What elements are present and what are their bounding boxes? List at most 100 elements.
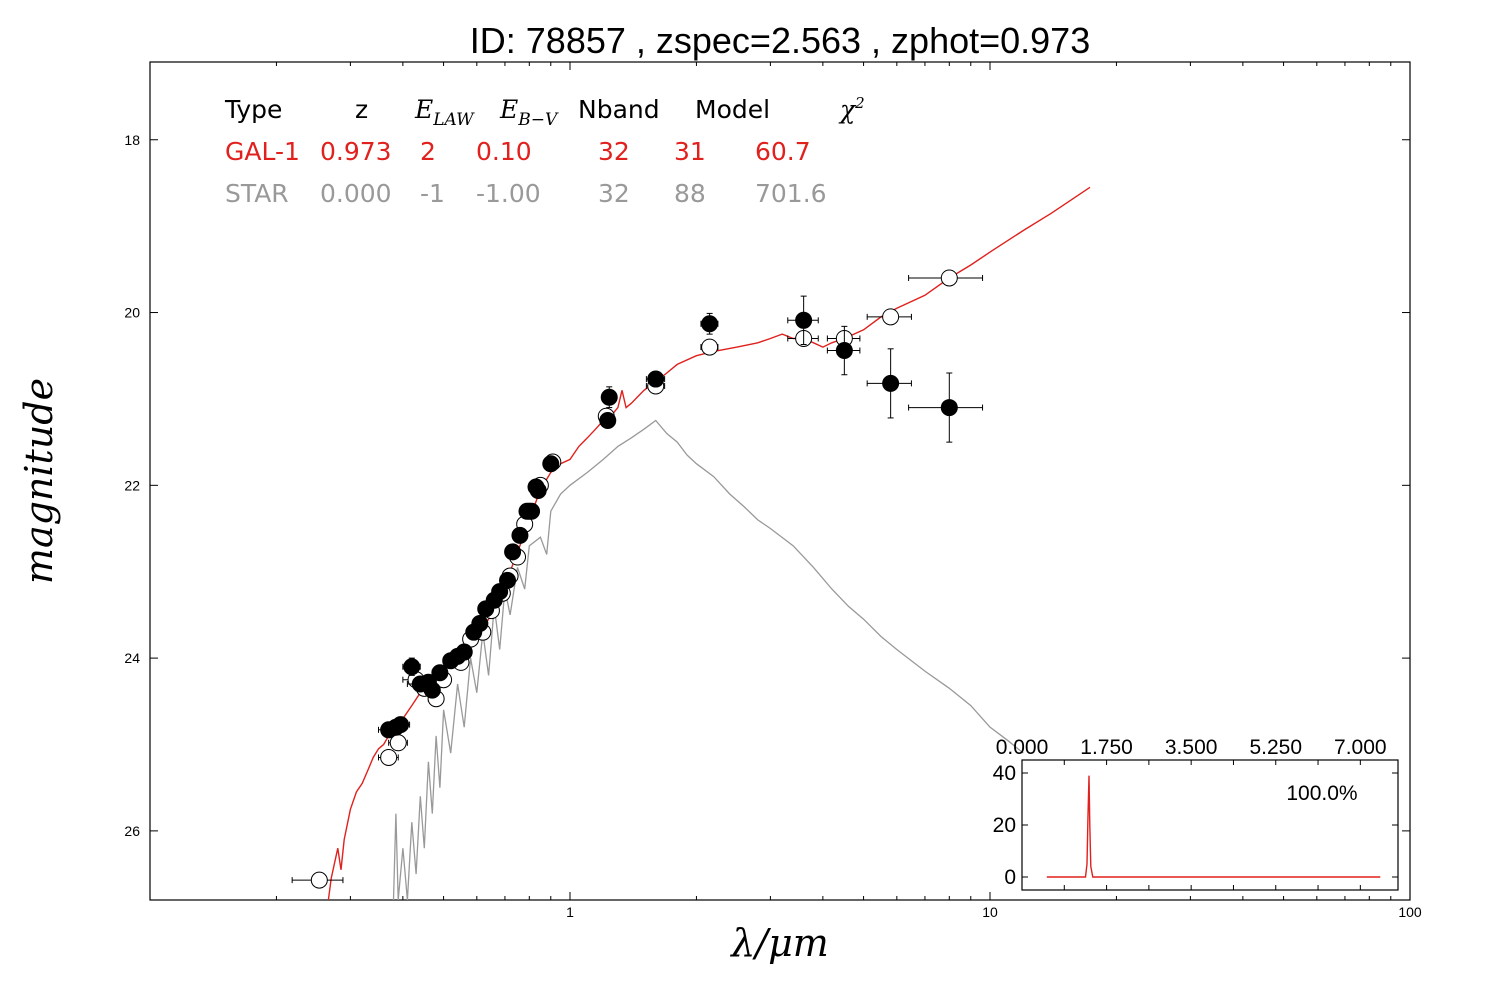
inset-x-tick-label: 7.000 <box>1334 736 1387 759</box>
chart-title: ID: 78857 , zspec=2.563 , zphot=0.973 <box>470 20 1090 61</box>
table-header-type: Type <box>224 95 282 124</box>
observed-point <box>645 370 666 388</box>
observed-point-marker <box>529 482 547 500</box>
observed-point <box>787 295 819 346</box>
table-cell: GAL-1 <box>225 137 300 166</box>
observed-point-marker <box>647 370 665 388</box>
model-point <box>700 338 719 356</box>
observed-point-marker <box>511 526 529 544</box>
observed-point <box>431 664 449 682</box>
observed-point-marker <box>392 716 410 734</box>
table-cell: 32 <box>598 179 630 208</box>
star-spectrum-line <box>392 419 1024 900</box>
table-cell: 0.000 <box>320 179 392 208</box>
model-point-marker <box>882 308 900 326</box>
redshift-pdf-inset: 0.000 1.750 3.500 5.250 7.000 0 20 40 100.0% <box>993 736 1399 891</box>
observed-point <box>523 502 541 520</box>
observed-point-marker <box>882 374 900 392</box>
inset-probability-label: 100.0% <box>1286 782 1357 805</box>
table-rows: GAL-1 0.973 2 0.10 32 31 60.7 STAR 0.000 -1 -1.00 3… <box>225 137 827 208</box>
model-point-marker <box>940 269 958 287</box>
galaxy-model-layer <box>327 186 1091 900</box>
table-header-model: Model <box>695 95 770 124</box>
table-cell: -1.00 <box>476 179 541 208</box>
model-point <box>378 748 399 766</box>
model-point-marker <box>701 338 719 356</box>
x-tick-label: 100 <box>1398 904 1422 920</box>
table-cell: 32 <box>598 137 630 166</box>
observed-point <box>542 455 560 473</box>
observed-point <box>423 681 441 699</box>
x-tick-label: 1 <box>566 904 574 920</box>
observed-point <box>600 386 618 409</box>
table-cell: 701.6 <box>755 179 827 208</box>
photometry-points-layer <box>291 269 984 889</box>
table-cell: 0.973 <box>320 137 392 166</box>
table-header-nband: Nband <box>578 95 660 124</box>
table-cell: -1 <box>420 179 445 208</box>
observed-point-marker <box>599 412 617 430</box>
observed-point-marker <box>455 643 473 661</box>
observed-point-marker <box>423 681 441 699</box>
x-axis-ticks: 1 10 100 <box>149 62 1422 920</box>
observed-point <box>700 312 719 335</box>
observed-point-marker <box>431 664 449 682</box>
observed-point <box>390 716 411 734</box>
observed-point-marker <box>795 311 813 329</box>
model-point <box>866 308 912 326</box>
observed-point-marker <box>940 399 958 417</box>
star-model-layer <box>392 419 1024 900</box>
y-tick-label: 24 <box>124 650 140 666</box>
observed-point <box>455 643 473 661</box>
observed-point-marker <box>523 502 541 520</box>
observed-point <box>866 348 912 419</box>
observed-point <box>504 543 522 561</box>
y-tick-label: 22 <box>124 477 140 493</box>
observed-point-marker <box>499 571 517 589</box>
x-axis-label: λ/μm <box>729 921 829 965</box>
observed-point-marker <box>504 543 522 561</box>
table-cell: 0.10 <box>476 137 532 166</box>
observed-point-marker <box>471 615 489 633</box>
observed-point <box>529 482 547 500</box>
inset-x-tick-label: 1.750 <box>1080 736 1133 759</box>
observed-point <box>402 657 421 676</box>
inset-x-tick-label: 0.000 <box>996 736 1049 759</box>
inset-x-ticks: 0.000 1.750 3.500 5.250 7.000 <box>996 736 1387 890</box>
inset-x-tick-label: 3.500 <box>1165 736 1218 759</box>
table-cell: 31 <box>674 137 706 166</box>
inset-pdf-curve <box>1046 775 1381 878</box>
inset-x-tick-label: 5.250 <box>1249 736 1302 759</box>
model-point <box>908 269 984 287</box>
y-axis-ticks: 18 20 22 24 26 <box>124 132 1410 839</box>
x-tick-label: 10 <box>982 904 998 920</box>
observed-point-marker <box>600 388 618 406</box>
table-cell: 2 <box>420 137 436 166</box>
inset-y-ticks: 0 20 40 <box>993 762 1398 889</box>
model-point <box>388 734 408 752</box>
inset-y-tick-label: 0 <box>1004 866 1016 889</box>
table-header-z: z <box>355 95 368 124</box>
observed-point <box>471 615 489 633</box>
table-cell: STAR <box>225 179 289 208</box>
model-point-marker <box>380 748 398 766</box>
inset-y-tick-label: 40 <box>993 762 1016 785</box>
inset-curve-layer <box>1046 775 1381 878</box>
observed-point <box>908 372 984 443</box>
observed-point-marker <box>403 658 421 676</box>
y-axis-label: magnitude <box>17 378 61 584</box>
observed-point <box>499 571 517 589</box>
inset-frame <box>1021 759 1399 891</box>
y-tick-label: 26 <box>124 823 140 839</box>
observed-point-marker <box>835 342 853 360</box>
model-point-marker <box>310 871 328 889</box>
inset-y-tick-label: 20 <box>993 814 1016 837</box>
table-cell: 60.7 <box>755 137 811 166</box>
model-point <box>291 871 344 889</box>
table-cell: 88 <box>674 179 706 208</box>
observed-point <box>826 325 861 376</box>
y-tick-label: 18 <box>124 132 140 148</box>
observed-point-marker <box>542 455 560 473</box>
observed-point-marker <box>701 315 719 333</box>
